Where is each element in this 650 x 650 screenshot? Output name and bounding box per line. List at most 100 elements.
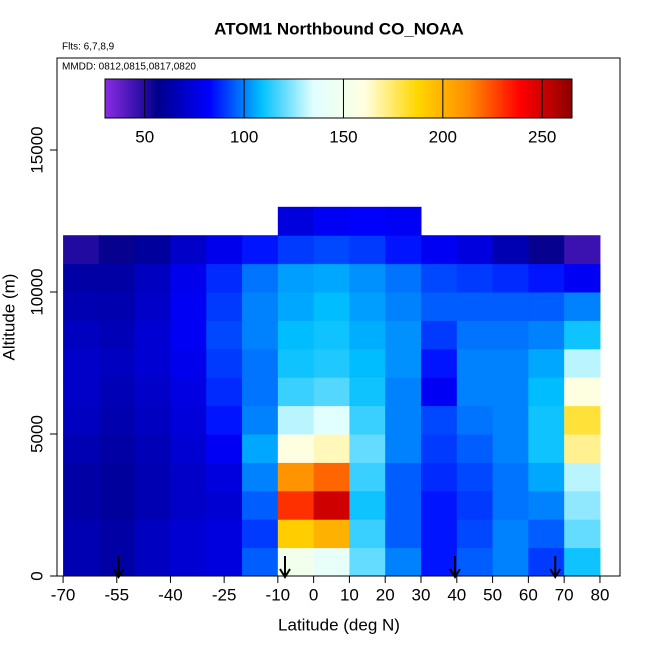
colorbar-segment [412,79,414,118]
colorbar-segment [536,79,538,118]
colorbar-segment [434,79,436,118]
colorbar-segment [122,79,124,118]
colorbar-segment [253,79,255,118]
colorbar-segment [400,79,402,118]
colorbar-segment [420,79,422,118]
colorbar-segment [157,79,159,118]
colorbar-segment [239,79,241,118]
colorbar-segment [198,79,200,118]
colorbar-segment [289,79,291,118]
colorbar-segment [377,79,379,118]
colorbar-segment [194,79,196,118]
heat-cell [170,320,207,350]
colorbar-segment [292,79,294,118]
colorbar-segment [177,79,179,118]
colorbar-segment [548,79,550,118]
heat-cell [63,320,100,350]
colorbar-segment [458,79,460,118]
colorbar-segment [491,79,493,118]
heat-cell [98,462,136,492]
heat-cell [242,377,279,407]
heat-cell [349,263,386,293]
colorbar-segment [240,79,242,118]
colorbar-segment [489,79,491,118]
colorbar-tick-label: 150 [329,127,357,146]
colorbar-segment [259,79,261,118]
colorbar-frame [104,78,573,119]
colorbar-segment [179,79,181,118]
heat-cell [564,235,601,265]
colorbar-segment [447,79,449,118]
colorbar-segment [293,79,295,118]
colorbar-segment [313,79,315,118]
colorbar-segment [439,79,441,118]
colorbar-segment [241,79,243,118]
colorbar-segment [563,79,565,118]
colorbar-segment [138,79,140,118]
x-tick-label: 70 [555,585,574,604]
colorbar-segment [534,79,536,118]
colorbar-segment [305,79,307,118]
colorbar-segment [325,79,327,118]
colorbar-segment [500,79,502,118]
heat-cell [564,377,601,407]
heat-cell [170,434,207,463]
heat-cell [349,320,386,350]
heat-cell [385,206,422,236]
colorbar-segment [369,79,371,118]
colorbar-segment [394,79,396,118]
colorbar-segment [418,79,420,118]
colorbar-segment [425,79,427,118]
colorbar-segment [485,79,487,118]
colorbar-segment [494,79,496,118]
heat-cell [313,263,350,293]
colorbar-segment [473,79,475,118]
colorbar-segment [113,79,115,118]
colorbar-segment [423,79,425,118]
x-tick-label: -40 [158,585,183,604]
heat-cell [385,235,422,265]
colorbar-segment [339,79,341,118]
heat-cell [134,377,171,407]
heat-cell [313,519,350,549]
heat-cell [349,462,386,492]
colorbar-segment [415,79,417,118]
x-tick-label: -10 [266,585,291,604]
colorbar-segment [120,79,122,118]
colorbar-segment [186,79,188,118]
colorbar-segment [191,79,193,118]
colorbar-tick-label: 250 [528,127,556,146]
heat-cell [98,519,136,549]
colorbar-segment [117,79,119,118]
colorbar-segment [502,79,504,118]
colorbar-segment [471,79,473,118]
x-tick-label: 10 [340,585,359,604]
colorbar-segment [404,79,406,118]
colorbar-segment [555,79,557,118]
colorbar-segment [549,79,551,118]
colorbar-segment [520,79,522,118]
colorbar-segment [559,79,561,118]
colorbar-segment [258,79,260,118]
heat-cell [206,490,243,520]
colorbar-segment [499,79,501,118]
colorbar-segment [217,79,219,118]
heat-cell [456,235,494,265]
colorbar-segment [396,79,398,118]
heat-cell [349,377,386,407]
heat-cell [170,235,207,265]
colorbar-segment [338,79,340,118]
colorbar-segment [488,79,490,118]
subtitle: Flts: 6,7,8,9 [62,42,115,53]
colorbar-segment [332,79,334,118]
colorbar-segment [523,79,525,118]
colorbar-segment [127,79,129,118]
colorbar-segment [278,79,280,118]
colorbar-segment [229,79,231,118]
heat-cell [277,263,315,293]
arrow [279,556,291,579]
colorbar-segment [215,79,217,118]
heat-cell [528,348,565,378]
heat-cell [456,434,494,463]
colorbar-segment [250,79,252,118]
